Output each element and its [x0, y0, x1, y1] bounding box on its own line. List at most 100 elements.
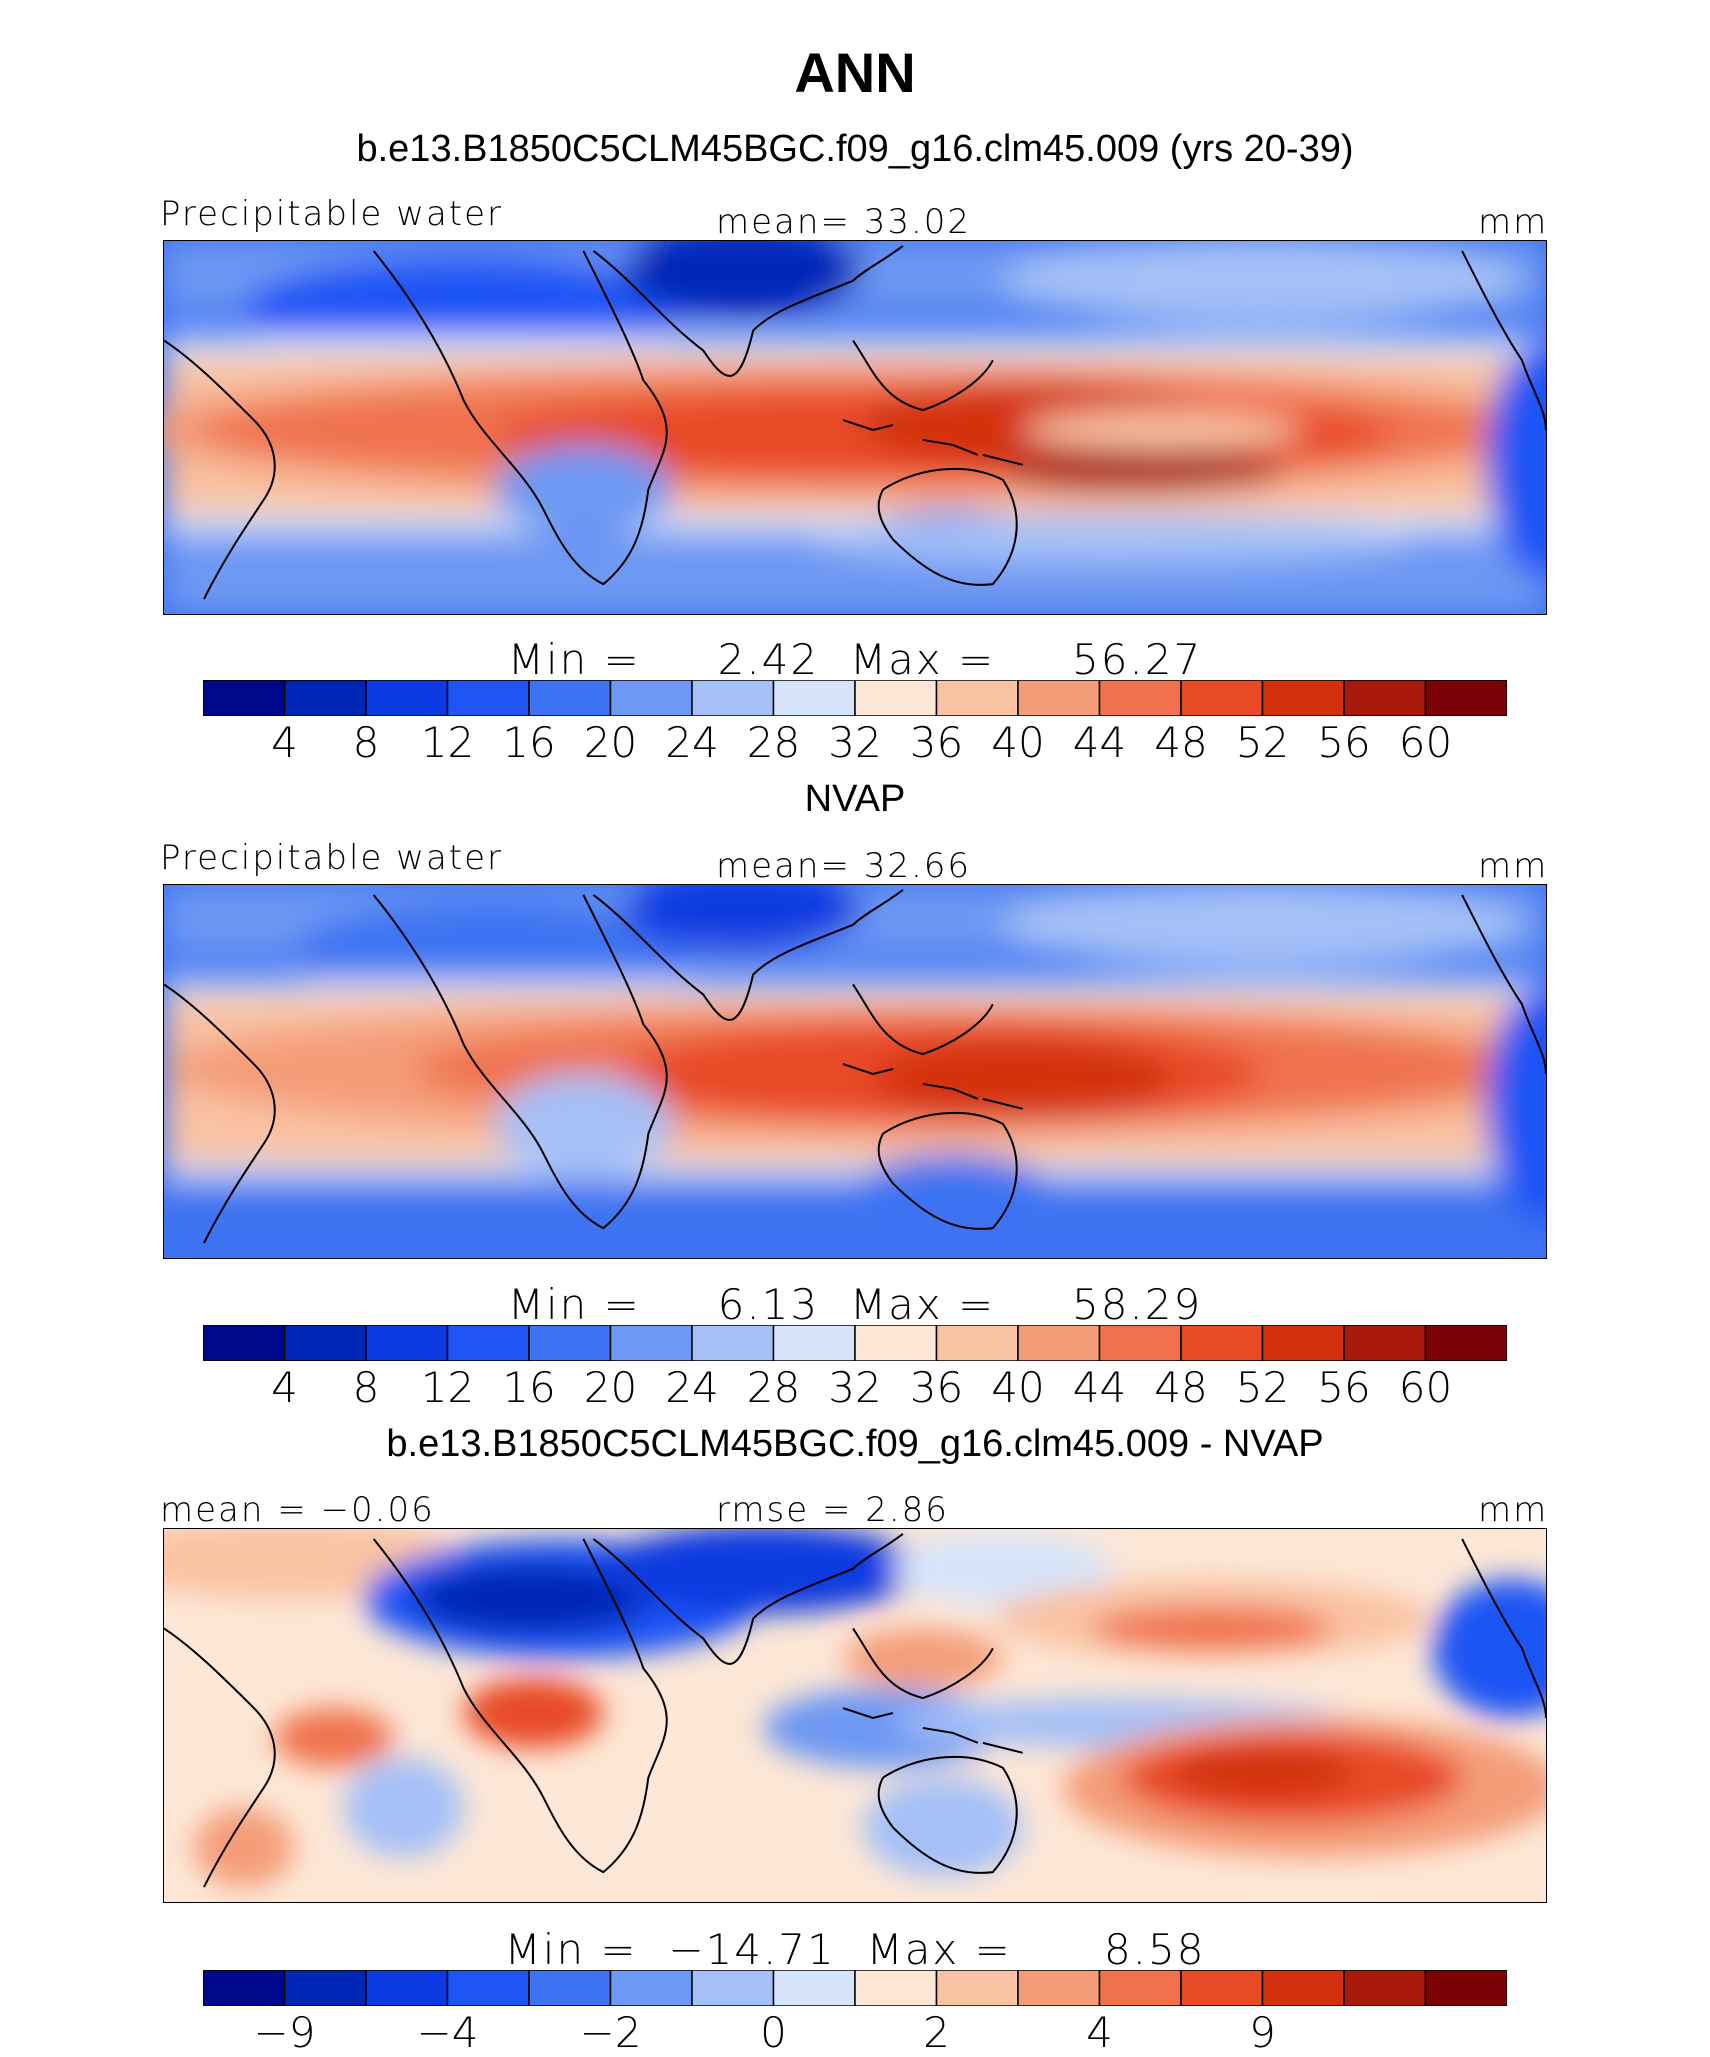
panel-3-colorbar-tick: 2 — [923, 2008, 950, 2057]
panel-2-colorbar-box-11 — [1017, 1325, 1101, 1361]
panel-3-colorbar-box-13 — [1180, 1970, 1264, 2006]
panel-1-colorbar-box-1 — [203, 680, 286, 716]
panel-2-colorbar-tick: 44 — [1072, 1363, 1127, 1412]
panel-2-colorbar-tick: 36 — [909, 1363, 964, 1412]
panel-1-colorbar-box-7 — [691, 680, 775, 716]
panel-2-colorbar-tick: 60 — [1398, 1363, 1453, 1412]
panel-1-colorbar-tick: 4 — [271, 718, 298, 767]
panel-3-colorbar-box-7 — [691, 1970, 775, 2006]
panel-2-colorbar-tick: 4 — [271, 1363, 298, 1412]
panel-1-colorbar-tick: 56 — [1317, 718, 1371, 767]
panel-1-max-label: Max = — [849, 635, 996, 684]
panel-2-colorbar-box-5 — [528, 1325, 612, 1361]
panel-2-colorbar-box-6 — [609, 1325, 693, 1361]
panel-2-units-label: mm — [1478, 846, 1549, 886]
panel-1-colorbar-tick: 44 — [1072, 718, 1127, 767]
panel-1-variable-label: Precipitable water — [160, 194, 504, 234]
panel-1-colorbar-tick: 52 — [1235, 718, 1290, 767]
panel-3-colorbar-box-4 — [446, 1970, 530, 2006]
panel-3-colorbar-box-12 — [1098, 1970, 1182, 2006]
panel-1-map — [163, 240, 1547, 615]
panel-1-units-label: mm — [1478, 202, 1549, 242]
panel-2-colorbar-box-8 — [772, 1325, 856, 1361]
panel-2-minmax: Min = 6.13 Max = 58.29 — [0, 1280, 1710, 1329]
panel-2-subtitle: NVAP — [804, 778, 906, 820]
panel-2-colorbar-tick: 16 — [502, 1363, 556, 1412]
panel-1-map-field — [164, 241, 1546, 614]
panel-1-coastlines — [164, 245, 1546, 600]
panel-3-minmax: Min = −14.71 Max = 8.58 — [0, 1925, 1710, 1974]
panel-1-colorbar — [203, 680, 1507, 716]
panel-2-colorbar — [203, 1325, 1507, 1361]
panel-3-colorbar-box-10 — [935, 1970, 1019, 2006]
panel-3-colorbar-tick: −9 — [253, 2008, 316, 2057]
panel-3-colorbar-box-6 — [609, 1970, 693, 2006]
panel-1-colorbar-box-16 — [1424, 680, 1507, 716]
panel-2-min-label: Min = — [507, 1280, 641, 1329]
panel-3-colorbar-box-8 — [772, 1970, 856, 2006]
panel-2-colorbar-tick: 48 — [1154, 1363, 1208, 1412]
panel-3-colorbar-box-1 — [203, 1970, 286, 2006]
panel-3-map-field — [164, 1529, 1546, 1902]
panel-1-max-value: 56.27 — [1071, 635, 1203, 684]
panel-3-max-label: Max = — [866, 1925, 1012, 1974]
panel-1-colorbar-box-15 — [1343, 680, 1427, 716]
panel-3-colorbar-box-14 — [1261, 1970, 1345, 2006]
panel-1-colorbar-box-9 — [854, 680, 938, 716]
panel-1-colorbar-tick: 28 — [746, 718, 801, 767]
panel-2-colorbar-box-4 — [446, 1325, 530, 1361]
panel-3-colorbar-box-15 — [1343, 1970, 1427, 2006]
panel-3-colorbar-box-2 — [283, 1970, 367, 2006]
panel-2-colorbar-box-7 — [691, 1325, 775, 1361]
panel-1-colorbar-box-4 — [446, 680, 530, 716]
panel-2-colorbar-tick: 56 — [1317, 1363, 1371, 1412]
panel-2-colorbar-box-14 — [1261, 1325, 1345, 1361]
panel-1-colorbar-box-5 — [528, 680, 612, 716]
panel-2-colorbar-box-3 — [365, 1325, 449, 1361]
panel-2-map — [163, 884, 1547, 1259]
panel-1-colorbar-tick: 12 — [420, 718, 475, 767]
figure-title: ANN — [794, 41, 916, 104]
panel-3-colorbar-box-16 — [1424, 1970, 1507, 2006]
panel-2-colorbar-tick: 12 — [420, 1363, 475, 1412]
panel-2-colorbar-box-1 — [203, 1325, 286, 1361]
panel-3-max-value: 8.58 — [1103, 1925, 1206, 1974]
panel-1-colorbar-box-13 — [1180, 680, 1264, 716]
panel-3-colorbar — [203, 1970, 1507, 2006]
panel-2-colorbar-tick: 24 — [665, 1363, 719, 1412]
panel-2-colorbar-tick: 52 — [1235, 1363, 1290, 1412]
panel-1-colorbar-box-2 — [283, 680, 367, 716]
panel-2-variable-label: Precipitable water — [160, 838, 504, 878]
panel-3-colorbar-box-11 — [1017, 1970, 1101, 2006]
panel-2-colorbar-box-13 — [1180, 1325, 1264, 1361]
panel-1-minmax: Min = 2.42 Max = 56.27 — [0, 635, 1710, 684]
panel-2-max-value: 58.29 — [1071, 1280, 1203, 1329]
panel-1-colorbar-tick: 20 — [583, 718, 638, 767]
panel-2-colorbar-box-15 — [1343, 1325, 1427, 1361]
panel-2-max-label: Max = — [849, 1280, 996, 1329]
panel-3-min-value: −14.71 — [668, 1925, 836, 1974]
panel-1-colorbar-tick: 36 — [909, 718, 964, 767]
panel-3-colorbar-tick: 9 — [1249, 2008, 1276, 2057]
panel-1-colorbar-tick: 24 — [665, 718, 719, 767]
panel-1-colorbar-tick: 16 — [502, 718, 556, 767]
panel-2-map-field — [164, 885, 1546, 1258]
panel-1-colorbar-tick: 48 — [1154, 718, 1208, 767]
panel-1-colorbar-tick: 8 — [352, 718, 380, 767]
panel-3-colorbar-tick: 4 — [1086, 2008, 1113, 2057]
panel-3-units-label: mm — [1478, 1490, 1549, 1530]
panel-1-min-value: 2.42 — [717, 635, 820, 684]
panel-1-colorbar-box-14 — [1261, 680, 1345, 716]
panel-1-colorbar-tick: 40 — [991, 718, 1045, 767]
panel-2-colorbar-tick: 20 — [583, 1363, 638, 1412]
panel-2-min-value: 6.13 — [717, 1280, 820, 1329]
panel-1-colorbar-tick: 32 — [828, 718, 882, 767]
panel-3-colorbar-box-5 — [528, 1970, 612, 2006]
panel-2-colorbar-box-9 — [854, 1325, 938, 1361]
panel-3-mean-label: mean = −0.06 — [160, 1490, 435, 1530]
panel-2-colorbar-box-16 — [1424, 1325, 1507, 1361]
panel-3-colorbar-tick: 0 — [760, 2008, 787, 2057]
panel-1-colorbar-box-6 — [609, 680, 693, 716]
panel-3-subtitle: b.e13.B1850C5CLM45BGC.f09_g16.clm45.009 … — [386, 1423, 1324, 1465]
panel-1-colorbar-box-10 — [935, 680, 1019, 716]
